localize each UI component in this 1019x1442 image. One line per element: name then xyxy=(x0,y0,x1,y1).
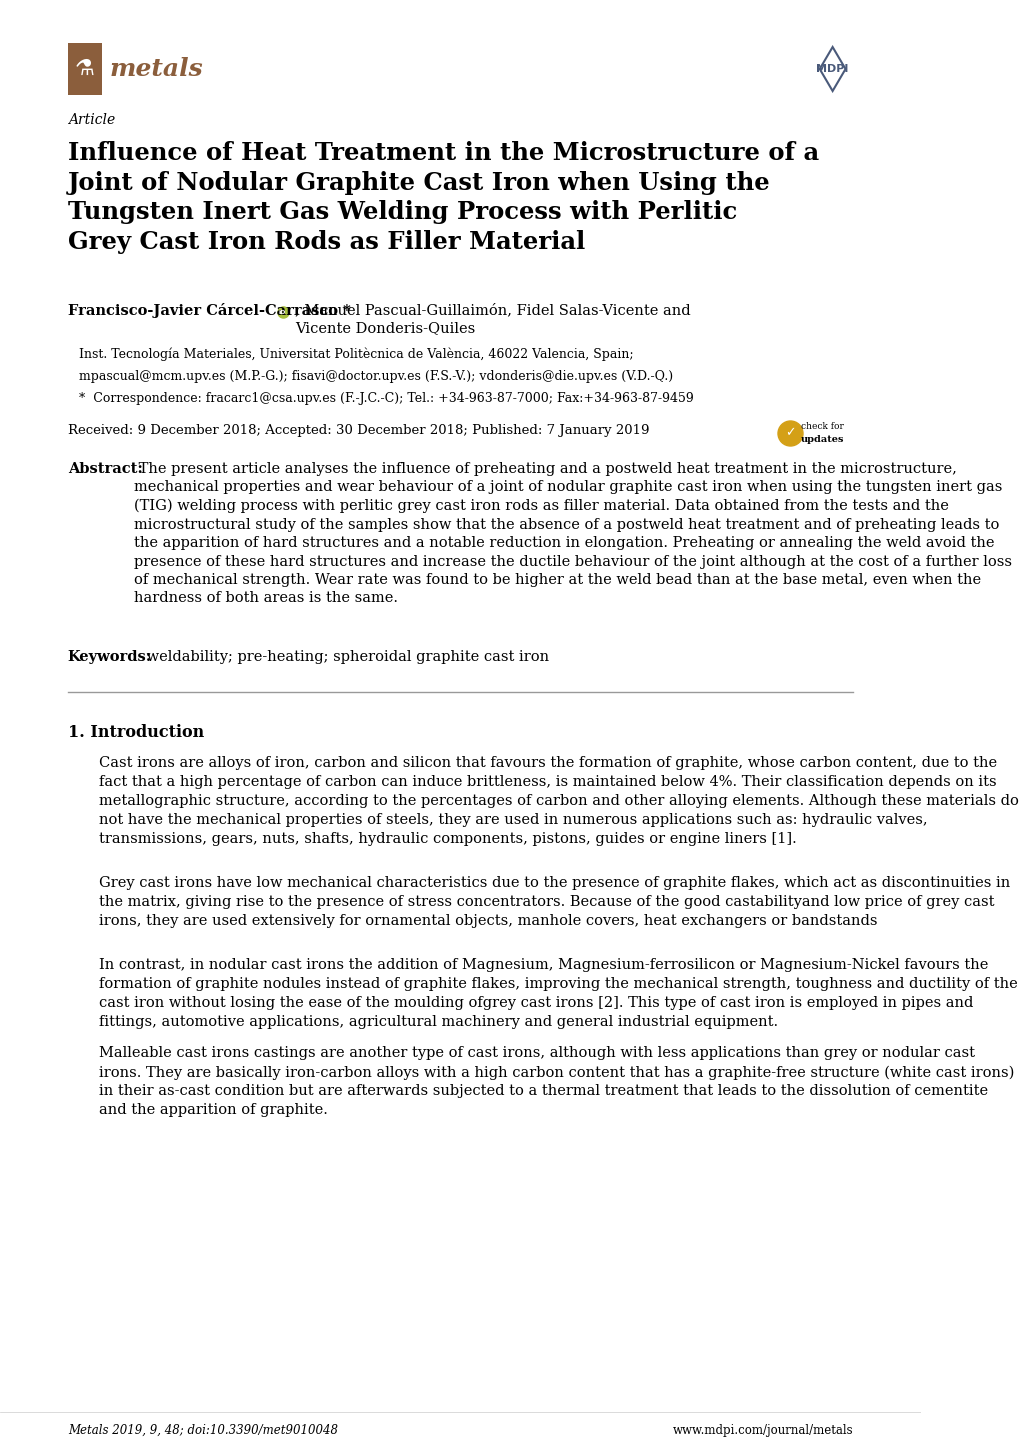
Text: , Manuel Pascual-Guillaimón, Fidel Salas-Vicente and
Vicente Donderis-Quiles: , Manuel Pascual-Guillaimón, Fidel Salas… xyxy=(296,303,690,336)
Text: Metals 2019, 9, 48; doi:10.3390/met9010048: Metals 2019, 9, 48; doi:10.3390/met90100… xyxy=(67,1425,337,1438)
Text: In contrast, in nodular cast irons the addition of Magnesium, Magnesium-ferrosil: In contrast, in nodular cast irons the a… xyxy=(99,957,1017,1028)
Text: Received: 9 December 2018; Accepted: 30 December 2018; Published: 7 January 2019: Received: 9 December 2018; Accepted: 30 … xyxy=(67,424,648,437)
Text: ⚗: ⚗ xyxy=(74,59,95,79)
Text: iD: iD xyxy=(279,310,286,314)
Text: mpascual@mcm.upv.es (M.P.-G.); fisavi@doctor.upv.es (F.S.-V.); vdonderis@die.upv: mpascual@mcm.upv.es (M.P.-G.); fisavi@do… xyxy=(78,371,673,384)
Text: metals: metals xyxy=(109,58,203,81)
Text: updates: updates xyxy=(800,435,844,444)
Text: Francisco-Javier Cárcel-Carrasco *: Francisco-Javier Cárcel-Carrasco * xyxy=(67,303,351,319)
Text: MDPI: MDPI xyxy=(815,63,848,74)
Text: Abstract:: Abstract: xyxy=(67,461,143,476)
Text: Malleable cast irons castings are another type of cast irons, although with less: Malleable cast irons castings are anothe… xyxy=(99,1045,1014,1118)
Text: weldability; pre-heating; spheroidal graphite cast iron: weldability; pre-heating; spheroidal gra… xyxy=(142,650,548,663)
Text: *  Correspondence: fracarc1@csa.upv.es (F.-J.C.-C); Tel.: +34-963-87-7000; Fax:+: * Correspondence: fracarc1@csa.upv.es (F… xyxy=(78,392,693,405)
Text: Inst. Tecnología Materiales, Universitat Politècnica de València, 46022 Valencia: Inst. Tecnología Materiales, Universitat… xyxy=(78,348,633,362)
Text: Keywords:: Keywords: xyxy=(67,650,152,663)
Text: The present article analyses the influence of preheating and a postweld heat tre: The present article analyses the influen… xyxy=(133,461,1011,606)
Text: 1. Introduction: 1. Introduction xyxy=(67,724,204,741)
FancyBboxPatch shape xyxy=(67,43,102,95)
Text: www.mdpi.com/journal/metals: www.mdpi.com/journal/metals xyxy=(673,1425,853,1438)
Text: Article: Article xyxy=(67,112,115,127)
Text: Cast irons are alloys of iron, carbon and silicon that favours the formation of : Cast irons are alloys of iron, carbon an… xyxy=(99,756,1018,846)
Text: check for: check for xyxy=(800,421,843,431)
Text: Grey cast irons have low mechanical characteristics due to the presence of graph: Grey cast irons have low mechanical char… xyxy=(99,875,1010,927)
Text: Influence of Heat Treatment in the Microstructure of a
Joint of Nodular Graphite: Influence of Heat Treatment in the Micro… xyxy=(67,141,818,254)
Text: ✓: ✓ xyxy=(785,427,795,440)
